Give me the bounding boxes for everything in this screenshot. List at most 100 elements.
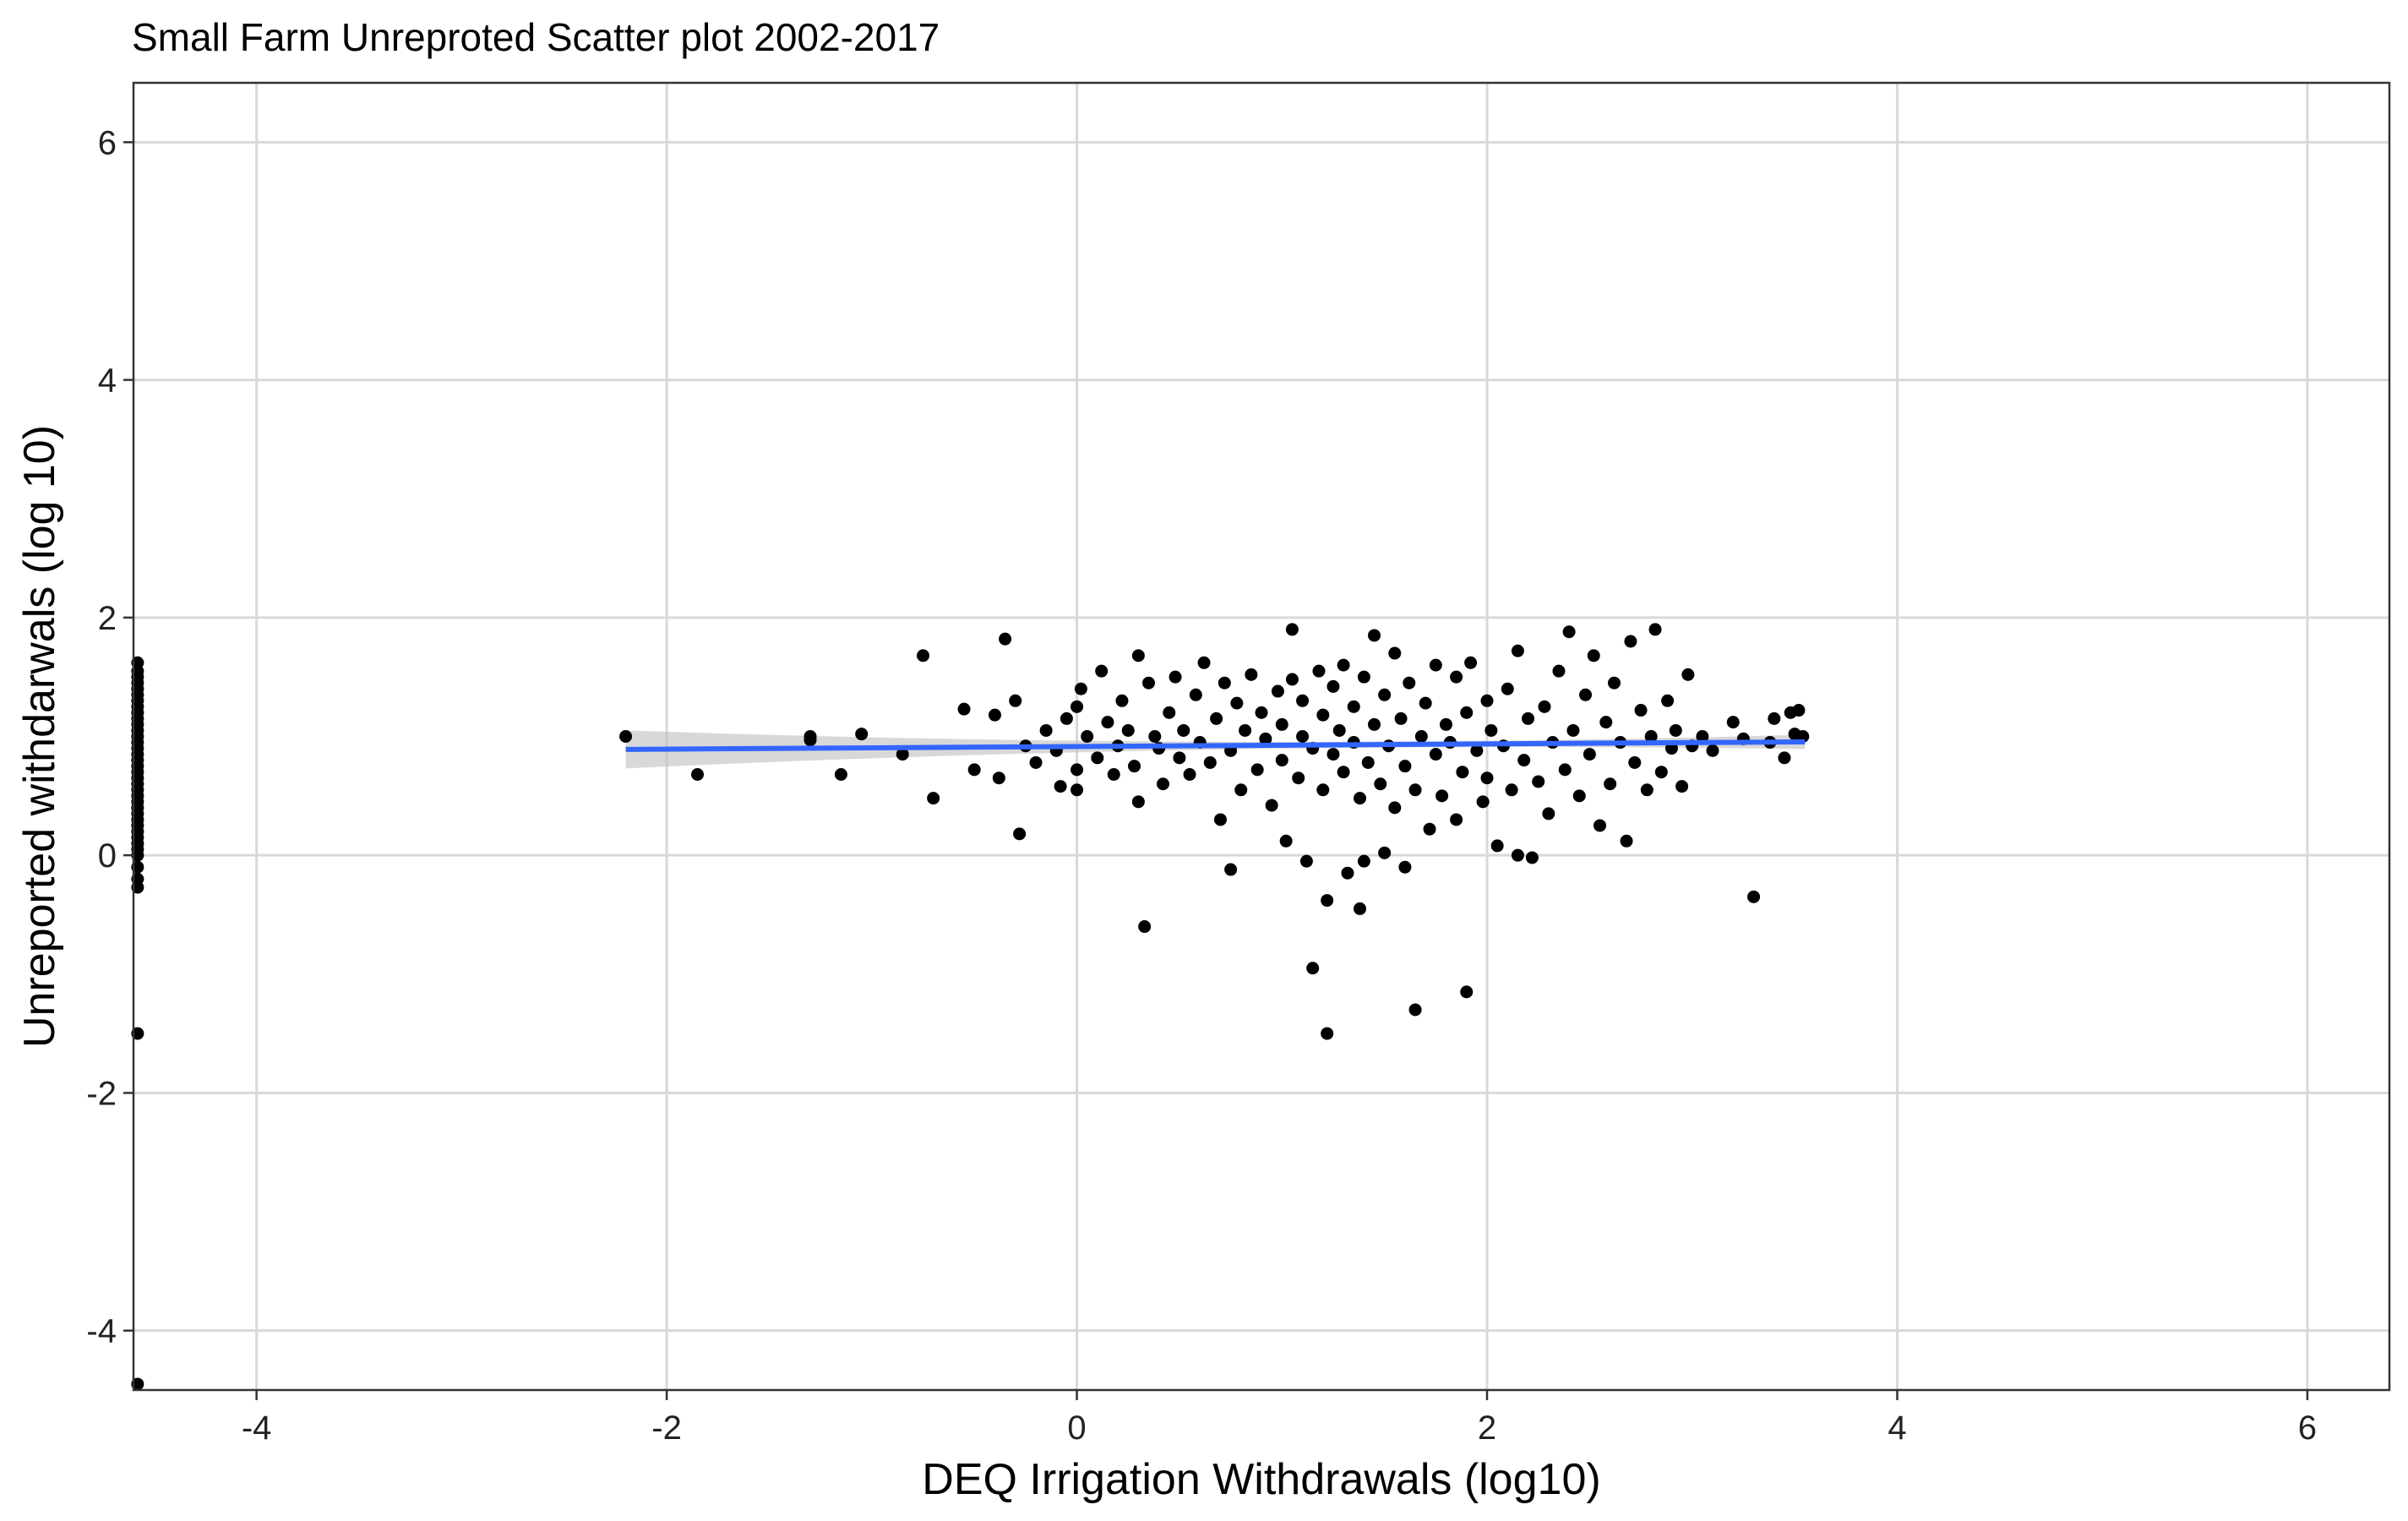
- scatter-point: [1778, 751, 1791, 765]
- scatter-point: [1470, 744, 1484, 757]
- scatter-point: [1558, 763, 1572, 777]
- scatter-point: [988, 708, 1001, 722]
- scatter-point: [1552, 664, 1566, 678]
- scatter-point: [1071, 783, 1084, 797]
- scatter-point: [1163, 706, 1176, 719]
- scatter-point: [1354, 792, 1367, 805]
- scatter-point: [1439, 717, 1452, 731]
- scatter-point: [1299, 854, 1313, 868]
- scatter-point: [1255, 706, 1268, 719]
- scatter-point: [1429, 748, 1442, 761]
- confidence-band: [625, 730, 1806, 769]
- scatter-point: [1337, 658, 1350, 672]
- x-tick-label: 2: [1478, 1409, 1496, 1447]
- scatter-point: [1131, 649, 1145, 662]
- y-axis-title: Unreported withdarwals (log 10): [15, 425, 64, 1048]
- scatter-point: [1203, 755, 1217, 769]
- x-tick-label: 0: [1067, 1409, 1086, 1447]
- scatter-point: [1368, 629, 1381, 642]
- scatter-point: [1480, 694, 1494, 707]
- scatter-point: [804, 733, 817, 747]
- scatter-point: [1009, 694, 1022, 707]
- y-tick-label: 0: [98, 837, 117, 875]
- scatter-point: [1566, 723, 1580, 737]
- scatter-point: [967, 763, 981, 777]
- scatter-point: [1572, 789, 1586, 803]
- scatter-point: [1480, 771, 1494, 785]
- scatter-point: [1275, 754, 1288, 767]
- scatter-point: [1408, 783, 1422, 797]
- scatter-point: [1505, 783, 1518, 797]
- scatter-point: [1414, 730, 1428, 743]
- plot-border: [132, 81, 2391, 1392]
- scatter-point: [1476, 795, 1490, 809]
- scatter-point: [1039, 723, 1053, 737]
- scatter-point: [1562, 625, 1576, 639]
- scatter-point: [1768, 711, 1781, 725]
- scatter-point: [1306, 962, 1320, 975]
- scatter-point: [1239, 723, 1252, 737]
- scatter-point: [1357, 854, 1370, 868]
- scatter-point: [1460, 985, 1474, 999]
- scatter-point: [1296, 730, 1310, 743]
- scatter-point: [1644, 730, 1658, 743]
- trend-line: [625, 739, 1806, 752]
- scatter-point: [1464, 656, 1478, 669]
- x-tick-label: 4: [1888, 1409, 1906, 1447]
- scatter-point: [1450, 670, 1463, 684]
- scatter-point: [1460, 706, 1474, 719]
- scatter-point: [1378, 846, 1392, 859]
- scatter-point: [1599, 716, 1613, 729]
- scatter-point: [1296, 694, 1310, 707]
- scatter-point: [1681, 668, 1695, 681]
- scatter-point: [1332, 723, 1346, 737]
- scatter-point: [1669, 723, 1682, 737]
- scatter-point: [1107, 768, 1120, 782]
- x-tick-label: -4: [242, 1409, 272, 1447]
- scatter-point: [1661, 694, 1675, 707]
- scatter-point: [1361, 755, 1375, 769]
- scatter-point: [1583, 748, 1596, 761]
- scatter-point: [1354, 902, 1367, 915]
- scatter-point: [1169, 670, 1182, 684]
- y-tick-label: 2: [98, 600, 117, 637]
- scatter-point: [1321, 1027, 1334, 1040]
- scatter-point: [1210, 711, 1223, 725]
- chart-title: Small Farm Unreproted Scatter plot 2002-…: [132, 15, 940, 59]
- scatter-point: [1173, 751, 1186, 765]
- scatter-point: [1634, 704, 1648, 717]
- scatter-point: [1115, 694, 1129, 707]
- scatter-point: [1579, 688, 1593, 701]
- scatter-point: [1259, 732, 1272, 745]
- scatter-point: [1341, 866, 1354, 880]
- scatter-point: [1275, 717, 1288, 731]
- scatter-point: [1245, 668, 1258, 681]
- scatter-point: [1648, 623, 1662, 636]
- scatter-point: [1312, 664, 1326, 678]
- scatter-point: [1624, 635, 1637, 648]
- x-axis: -4 -2 0 2 4 6: [242, 1390, 2317, 1447]
- scatter-point: [1394, 711, 1408, 725]
- scatter-point: [1101, 716, 1114, 729]
- scatter-point: [1485, 723, 1498, 737]
- scatter-point: [1131, 795, 1145, 809]
- scatter-point: [917, 649, 929, 662]
- scatter-point: [1792, 704, 1806, 717]
- scatter-point: [1640, 783, 1653, 797]
- scatter-point: [1607, 676, 1621, 690]
- scatter-point: [1138, 920, 1152, 934]
- scatter-point: [1511, 848, 1524, 862]
- scatter-point: [1517, 754, 1531, 767]
- scatter-point: [1538, 700, 1551, 713]
- scatter-point: [1532, 775, 1545, 788]
- scatter-point: [1121, 723, 1135, 737]
- scatter-point: [1604, 777, 1617, 791]
- scatter-point: [1398, 760, 1412, 773]
- x-tick-label: -2: [651, 1409, 682, 1447]
- scatter-point: [1197, 656, 1211, 669]
- scatter-point: [855, 728, 869, 741]
- scatter-point: [999, 632, 1012, 646]
- scatter-point: [1490, 839, 1504, 853]
- scatter-point: [1148, 730, 1162, 743]
- scatter-point: [1292, 771, 1305, 785]
